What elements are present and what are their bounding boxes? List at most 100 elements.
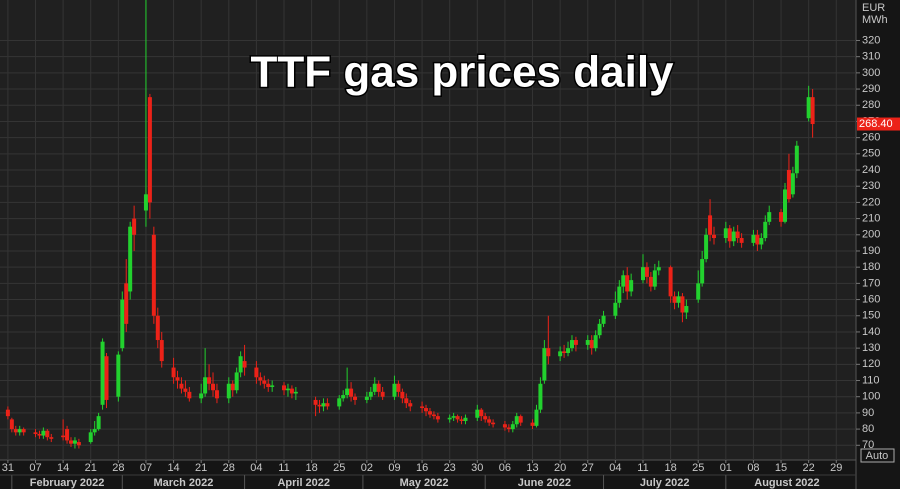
x-tick-label: 18 xyxy=(306,462,318,474)
candle-body xyxy=(104,356,109,400)
y-tick-label: 280 xyxy=(862,99,880,111)
candle-body xyxy=(463,417,468,421)
candle-body xyxy=(282,385,287,391)
candle-body xyxy=(285,388,290,391)
candle-body xyxy=(589,340,594,349)
y-axis-panel xyxy=(856,0,900,489)
candle-body xyxy=(475,409,480,418)
x-tick-label: 20 xyxy=(554,462,566,474)
y-tick-label: 110 xyxy=(862,374,880,386)
candle-body xyxy=(214,390,219,399)
y-tick-label: 120 xyxy=(862,358,880,370)
candle-body xyxy=(238,356,243,373)
candle-body xyxy=(696,283,701,300)
x-tick-label: 11 xyxy=(278,462,289,474)
candle-body xyxy=(254,367,259,378)
candle-body xyxy=(155,315,160,341)
candle-body xyxy=(147,97,152,203)
candle-body xyxy=(207,377,212,384)
x-tick-label: 22 xyxy=(803,462,815,474)
candle-body xyxy=(656,267,661,271)
month-label: May 2022 xyxy=(400,477,449,489)
x-tick-label: 21 xyxy=(85,462,97,474)
candle-body xyxy=(76,442,81,446)
candle-body xyxy=(17,429,22,433)
candle-body xyxy=(353,396,358,400)
candle-body xyxy=(392,383,397,397)
candle-body xyxy=(116,354,121,397)
y-tick-label: 190 xyxy=(862,245,880,257)
candle-body xyxy=(459,419,464,421)
candle-body xyxy=(676,296,681,303)
candle-body xyxy=(368,391,373,397)
candle-body xyxy=(566,348,571,353)
candle-body xyxy=(313,399,318,405)
candle-body xyxy=(420,406,425,409)
candle-body xyxy=(483,416,488,420)
y-tick-label: 290 xyxy=(862,83,880,95)
candle-body xyxy=(680,296,685,313)
candle-body xyxy=(502,424,507,428)
x-tick-label: 25 xyxy=(333,462,345,474)
candle-body xyxy=(262,380,267,384)
candle-body xyxy=(171,367,176,378)
y-tick-label: 150 xyxy=(862,310,880,322)
candle-body xyxy=(341,395,346,399)
x-tick-label: 28 xyxy=(112,462,124,474)
candle-body xyxy=(203,377,208,394)
candle-body xyxy=(573,340,578,345)
candle-body xyxy=(124,283,129,324)
x-tick-label: 21 xyxy=(195,462,207,474)
candle-body xyxy=(317,404,322,407)
candle-body xyxy=(487,419,492,423)
candle-body xyxy=(518,416,523,423)
candle-body xyxy=(175,377,180,381)
unit-label: EUR xyxy=(862,2,885,14)
candle-body xyxy=(179,383,184,389)
month-label: July 2022 xyxy=(640,477,690,489)
x-tick-label: 18 xyxy=(664,462,676,474)
chart-title: TTF gas prices daily xyxy=(250,48,674,97)
candle-body xyxy=(88,432,93,443)
candle-body xyxy=(325,403,330,407)
candle-body xyxy=(270,385,275,387)
candle-body xyxy=(289,388,294,394)
scale-mode-box[interactable] xyxy=(860,448,895,463)
y-tick-label: 140 xyxy=(862,326,880,338)
month-label: August 2022 xyxy=(754,477,819,489)
y-tick-label: 100 xyxy=(862,391,880,403)
candle-body xyxy=(684,306,689,313)
candle-body xyxy=(810,97,815,125)
candle-body xyxy=(400,391,405,399)
x-tick-label: 23 xyxy=(444,462,456,474)
y-tick-label: 310 xyxy=(862,51,880,63)
candle-body xyxy=(151,234,156,316)
month-label: March 2022 xyxy=(153,477,213,489)
candle-body xyxy=(723,228,728,239)
candle-body xyxy=(376,383,381,392)
scale-mode[interactable]: Auto xyxy=(866,450,889,462)
candle-body xyxy=(345,388,350,396)
candle-body xyxy=(491,422,496,425)
candle-body xyxy=(61,435,66,438)
candle-body xyxy=(751,234,756,243)
candle-body xyxy=(447,417,452,420)
candle-body xyxy=(258,377,263,381)
month-label: April 2022 xyxy=(277,477,330,489)
x-tick-label: 14 xyxy=(167,462,179,474)
candle-body xyxy=(408,403,413,407)
y-tick-label: 160 xyxy=(862,293,880,305)
x-tick-label: 02 xyxy=(361,462,373,474)
y-tick-label: 70 xyxy=(862,439,874,451)
y-tick-label: 230 xyxy=(862,180,880,192)
candle-body xyxy=(700,259,705,284)
last-value-label: 268.40 xyxy=(859,118,893,130)
candle-body xyxy=(100,341,105,405)
candle-body xyxy=(779,212,784,222)
candle-body xyxy=(755,234,760,245)
candle-body xyxy=(211,383,216,391)
candle-body xyxy=(364,396,369,400)
y-tick-label: 200 xyxy=(862,229,880,241)
y-tick-label: 130 xyxy=(862,342,880,354)
candle-body xyxy=(21,429,26,433)
